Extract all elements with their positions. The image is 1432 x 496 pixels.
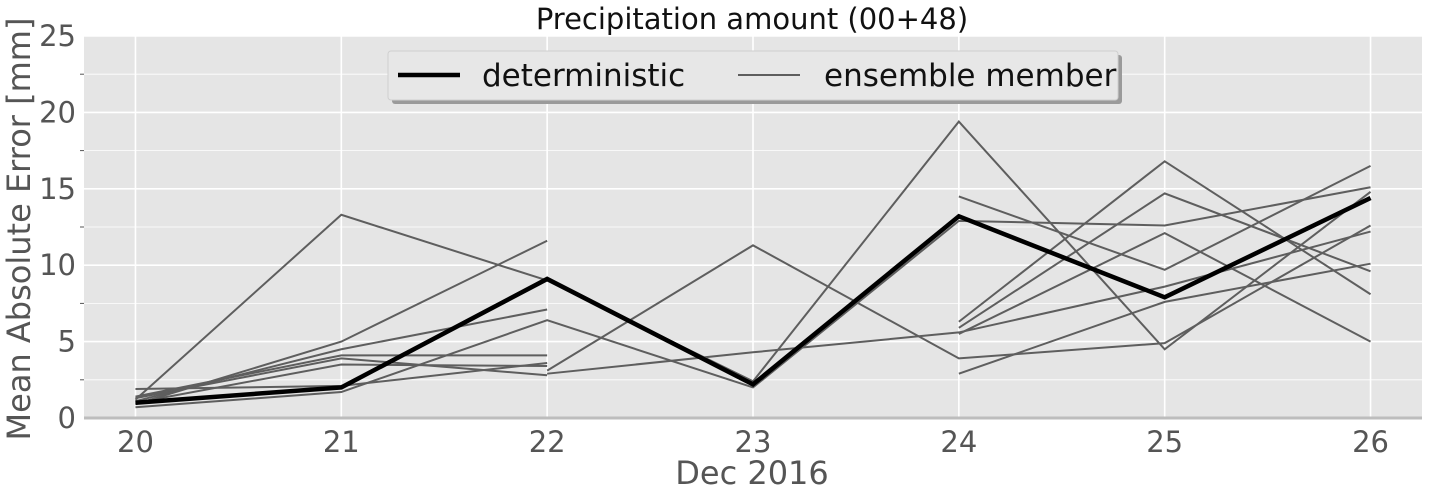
y-tick-label: 15: [39, 172, 76, 206]
x-tick-label: 25: [1146, 425, 1183, 459]
y-tick-label: 20: [39, 95, 76, 129]
x-tick-label: 23: [735, 425, 772, 459]
ensemble-member-line-5: [135, 186, 1371, 409]
x-tick-label: 26: [1352, 425, 1389, 459]
ensemble-series: [134, 120, 1372, 409]
y-tick-label: 5: [58, 325, 76, 359]
y-tick-label: 25: [39, 19, 76, 53]
ensemble-member-line-7: [135, 308, 548, 403]
x-tick-labels: 20 21 22 23 24 25 26: [117, 425, 1389, 459]
ensemble-member-line-12: [958, 192, 1371, 329]
y-tick-label: 0: [58, 401, 76, 435]
x-tick-label: 20: [117, 425, 154, 459]
y-axis-label: Mean Absolute Error [mm]: [0, 18, 38, 441]
ensemble-member-line-10: [958, 164, 1371, 271]
ensemble-member-line-9: [546, 224, 1372, 372]
x-tick-label: 24: [940, 425, 977, 459]
x-tick-label: 21: [323, 425, 360, 459]
x-tick-label: 22: [529, 425, 566, 459]
deterministic-line: [135, 195, 1372, 405]
legend-label-ensemble-member: ensemble member: [824, 58, 1117, 94]
ensemble-member-line-13: [958, 262, 1371, 375]
ensemble-member-line-0: [134, 120, 1372, 401]
y-tick-labels: 0 5 10 15 20 25: [39, 19, 84, 435]
legend-label-deterministic: deterministic: [482, 58, 685, 94]
y-tick-label: 10: [39, 248, 76, 282]
ensemble-member-line-11: [958, 160, 1372, 323]
ensemble-member-line-14: [958, 231, 1372, 343]
ensemble-member-line-3: [135, 363, 548, 404]
chart-title: Precipitation amount (00+48): [536, 2, 968, 36]
legend: deterministic ensemble member: [387, 50, 1122, 104]
x-axis-label: Dec 2016: [675, 454, 829, 492]
